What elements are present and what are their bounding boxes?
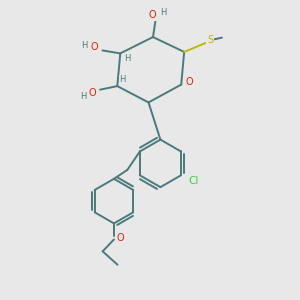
Text: Cl: Cl <box>188 176 199 186</box>
Text: O: O <box>90 43 98 52</box>
Text: H: H <box>80 92 86 101</box>
Text: S: S <box>207 35 213 45</box>
Text: H: H <box>160 8 167 17</box>
Text: H: H <box>119 75 126 84</box>
Text: H: H <box>124 54 130 63</box>
Text: O: O <box>116 233 124 243</box>
Text: H: H <box>81 40 88 50</box>
Text: O: O <box>148 10 156 20</box>
Text: O: O <box>89 88 96 98</box>
Text: O: O <box>185 77 193 87</box>
